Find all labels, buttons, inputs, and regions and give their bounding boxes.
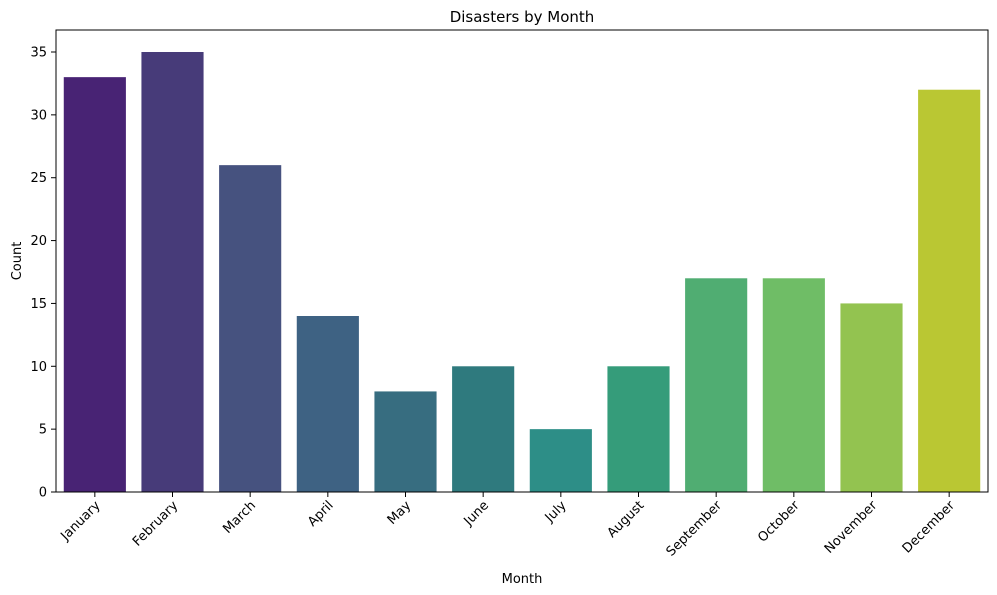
y-tick-label: 35 <box>30 46 47 61</box>
x-tick-label: April <box>305 498 337 530</box>
chart-title: Disasters by Month <box>450 8 595 26</box>
x-axis-label: Month <box>502 572 543 587</box>
bar-october <box>762 278 825 492</box>
x-tick-label: October <box>755 498 803 546</box>
x-axis-ticks: January February March April May June July Augu… <box>57 492 958 560</box>
x-tick-label: December <box>900 498 959 557</box>
y-tick-label: 25 <box>30 171 47 186</box>
x-tick-label: September <box>664 498 726 560</box>
x-tick-label: August <box>605 498 648 541</box>
plot-frame <box>55 29 989 493</box>
bar-september <box>685 278 748 492</box>
bar-may <box>374 391 437 492</box>
bars <box>63 52 981 493</box>
bar-april <box>296 316 359 492</box>
y-tick-label: 20 <box>30 234 47 249</box>
y-tick-label: 30 <box>30 108 47 123</box>
y-tick-label: 15 <box>30 297 47 312</box>
x-tick-label: January <box>57 498 103 544</box>
y-tick-label: 10 <box>30 360 47 375</box>
bar-february <box>141 52 204 492</box>
x-tick-label: July <box>542 498 570 526</box>
bar-august <box>607 366 670 492</box>
y-axis-label: Count <box>10 242 25 281</box>
bar-july <box>529 429 592 492</box>
x-tick-label: March <box>220 498 259 537</box>
x-tick-label: February <box>130 498 182 550</box>
bar-november <box>840 303 903 492</box>
bar-december <box>918 89 981 492</box>
y-tick-label: 0 <box>39 486 47 501</box>
x-tick-label: November <box>822 498 881 557</box>
bar-march <box>219 165 282 492</box>
x-tick-label: June <box>461 498 492 529</box>
y-axis-ticks: 0 5 10 15 20 25 30 35 <box>30 46 56 501</box>
y-tick-label: 5 <box>39 423 47 438</box>
bar-june <box>452 366 515 492</box>
bar-january <box>63 77 126 493</box>
x-tick-label: May <box>385 498 415 528</box>
